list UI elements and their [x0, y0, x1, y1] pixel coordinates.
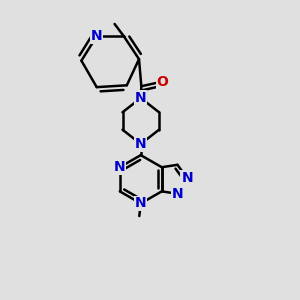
Text: N: N — [172, 187, 183, 201]
Text: N: N — [135, 196, 147, 210]
Text: O: O — [157, 74, 169, 88]
Text: N: N — [135, 137, 147, 151]
Text: N: N — [91, 29, 103, 43]
Text: N: N — [114, 160, 126, 174]
Text: N: N — [181, 171, 193, 185]
Text: N: N — [135, 91, 147, 105]
